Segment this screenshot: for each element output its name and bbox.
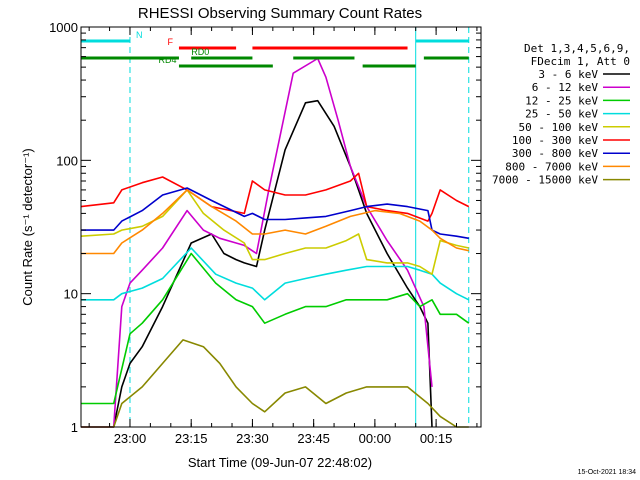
plot-area: N F RD0 RD4 <box>80 27 470 428</box>
legend-entry-label: 300 - 800 keV <box>512 147 598 160</box>
legend-entry-label: 25 - 50 keV <box>525 108 598 121</box>
series-line-2 <box>81 57 433 428</box>
x-axis-label: Start Time (09-Jun-07 22:48:02) <box>188 455 372 470</box>
series-line-7 <box>81 187 469 240</box>
annotation-label-n: N <box>136 30 143 40</box>
chart-title: RHESSI Observing Summary Count Rates <box>138 5 422 22</box>
series-line-9 <box>81 339 469 428</box>
legend: Det 1,3,4,5,6,9,FDecim 1, Att 03 - 6 keV… <box>492 42 630 187</box>
plot-frame <box>80 26 482 428</box>
x-tick-label: 23:15 <box>175 431 208 446</box>
legend-header-line: Det 1,3,4,5,6,9, <box>524 42 630 55</box>
y-axis-label: Count Rate (s⁻¹ detector⁻¹) <box>20 148 35 306</box>
y-tick-label: 100 <box>56 153 78 168</box>
legend-header-line: FDecim 1, Att 0 <box>531 55 630 68</box>
y-tick-label: 1 <box>71 420 78 435</box>
y-tick-label: 1000 <box>49 20 78 35</box>
x-tick-label: 23:30 <box>236 431 269 446</box>
legend-entry-label: 6 - 12 keV <box>532 81 599 94</box>
series-line-1 <box>81 99 433 428</box>
x-tick-label: 00:15 <box>420 431 453 446</box>
legend-entry-label: 100 - 300 keV <box>512 134 598 147</box>
x-tick-label: 00:00 <box>359 431 392 446</box>
series-line-3 <box>81 252 470 405</box>
x-tick-label: 23:00 <box>114 431 147 446</box>
annotation-label-rd4: RD4 <box>159 55 177 65</box>
x-tick-label: 23:45 <box>297 431 330 446</box>
legend-entry-label: 12 - 25 keV <box>525 94 598 107</box>
legend-entry-label: 50 - 100 keV <box>519 121 599 134</box>
series-line-5 <box>80 189 469 276</box>
series-line-8 <box>81 189 469 255</box>
legend-entry-label: 7000 - 15000 keV <box>492 174 598 187</box>
legend-entry-label: 800 - 7000 keV <box>505 160 598 173</box>
y-tick-label: 10 <box>64 287 78 302</box>
series-line-4 <box>81 247 470 301</box>
timestamp: 15-Oct-2021 18:34 <box>578 469 636 476</box>
annotation-label-rd0: RD0 <box>191 47 209 57</box>
legend-entry-label: 3 - 6 keV <box>538 68 598 81</box>
annotation-label-f: F <box>167 37 173 47</box>
